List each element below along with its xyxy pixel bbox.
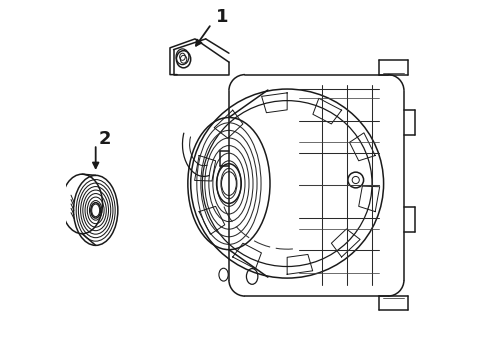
Text: 2: 2 [98,130,111,148]
Text: 1: 1 [216,9,228,27]
